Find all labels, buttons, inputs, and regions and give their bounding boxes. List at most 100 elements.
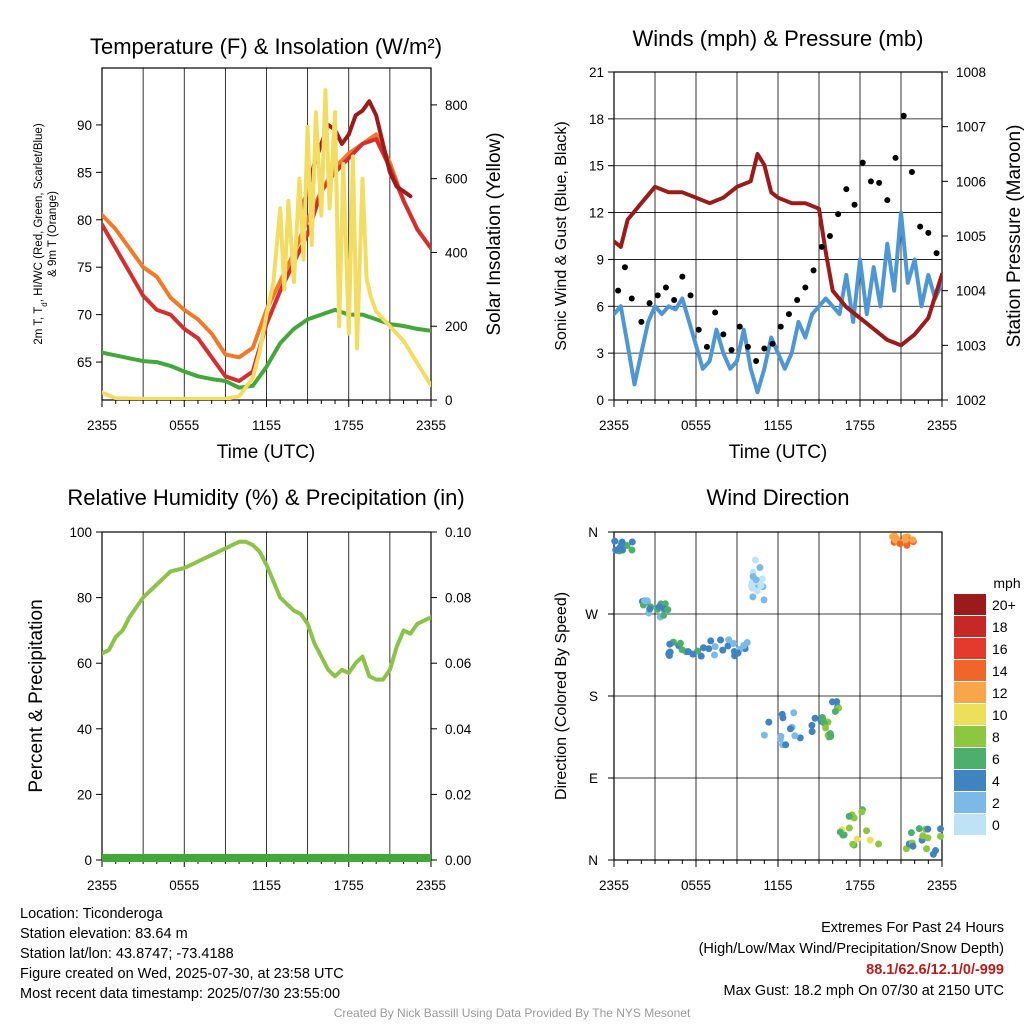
direction-point bbox=[666, 640, 674, 648]
legend-swatch bbox=[954, 770, 986, 791]
location-label: Location: Ticonderoga bbox=[20, 906, 163, 922]
direction-point bbox=[923, 845, 931, 853]
y-tick-label: 12 bbox=[589, 206, 604, 221]
y2-tick-label: 1005 bbox=[956, 229, 986, 244]
direction-point bbox=[697, 652, 705, 660]
y-axis-title: 2m T, Td, HI/WC (Red, Green, Scarlet/Blu… bbox=[33, 123, 49, 344]
direction-point bbox=[734, 649, 742, 657]
legend-swatch bbox=[954, 616, 986, 637]
gust-point bbox=[621, 264, 628, 271]
y2-tick-label: 1006 bbox=[956, 174, 986, 189]
gust-point bbox=[794, 297, 801, 304]
gust-point bbox=[892, 154, 899, 161]
direction-point bbox=[751, 556, 759, 564]
direction-point bbox=[758, 575, 766, 583]
y-tick-label: 0 bbox=[596, 393, 604, 408]
gust-point bbox=[753, 357, 760, 364]
direction-point bbox=[717, 636, 725, 644]
gust-point bbox=[744, 343, 751, 350]
extremes-title: Extremes For Past 24 Hours bbox=[821, 920, 1004, 936]
y2-tick-label: 0.04 bbox=[445, 722, 472, 737]
x-tick-label: 0555 bbox=[169, 878, 199, 893]
x-tick-label: 0555 bbox=[681, 878, 711, 893]
gust-point bbox=[900, 112, 907, 119]
y-tick-label: 65 bbox=[77, 355, 92, 370]
chart-title: Temperature (F) & Insolation (W/m²) bbox=[90, 34, 442, 59]
gust-point bbox=[615, 287, 622, 294]
gust-point bbox=[728, 347, 735, 354]
extremes-info: Extremes For Past 24 Hours (High/Low/Max… bbox=[699, 918, 1004, 1002]
gust-point bbox=[843, 186, 850, 193]
y-tick-label: 90 bbox=[77, 118, 92, 133]
direction-tick-label: W bbox=[585, 607, 598, 622]
x-tick-label: 0555 bbox=[169, 418, 199, 433]
direction-point bbox=[628, 538, 636, 546]
direction-point bbox=[705, 645, 713, 653]
direction-point bbox=[753, 587, 761, 595]
legend-swatch bbox=[954, 748, 986, 769]
x-tick-label: 1755 bbox=[845, 878, 875, 893]
direction-tick-label: N bbox=[588, 525, 598, 540]
y2-tick-label: 0.00 bbox=[445, 853, 471, 868]
direction-point bbox=[786, 725, 794, 733]
y2-tick-label: 0.08 bbox=[445, 591, 471, 606]
legend-label: 12 bbox=[992, 685, 1008, 701]
y-axis-title: Direction (Colored By Speed) bbox=[553, 592, 570, 800]
direction-point bbox=[760, 596, 768, 604]
direction-point bbox=[863, 827, 871, 835]
direction-point bbox=[822, 724, 830, 732]
direction-point bbox=[646, 605, 654, 613]
direction-point bbox=[749, 593, 757, 601]
direction-point bbox=[937, 825, 945, 833]
speed-legend: mph 20+ 18 16 14 12 10 8 6 4 2 0 bbox=[954, 575, 1021, 835]
direction-point bbox=[828, 698, 836, 706]
direction-point bbox=[826, 730, 834, 738]
direction-point bbox=[924, 825, 932, 833]
y2-tick-label: 1007 bbox=[956, 120, 986, 135]
y-tick-label: 21 bbox=[589, 65, 604, 80]
max-gust-label: Max Gust: 18.2 mph On 07/30 at 2150 UTC bbox=[723, 983, 1004, 999]
direction-point bbox=[889, 533, 897, 541]
x-tick-label: 2355 bbox=[416, 878, 446, 893]
y2-tick-label: 800 bbox=[445, 98, 468, 113]
gust-point bbox=[712, 309, 719, 316]
y2-tick-label: 600 bbox=[445, 172, 468, 187]
direction-point bbox=[849, 840, 857, 848]
gust-point bbox=[628, 295, 635, 302]
direction-point bbox=[641, 597, 649, 605]
gust-point bbox=[703, 343, 710, 350]
direction-point bbox=[719, 646, 727, 654]
legend-swatch bbox=[954, 682, 986, 703]
direction-point bbox=[875, 840, 883, 848]
y-tick-label: 18 bbox=[589, 112, 604, 127]
series-line bbox=[102, 539, 431, 682]
x-tick-label: 0555 bbox=[681, 418, 711, 433]
direction-point bbox=[747, 582, 755, 590]
direction-point bbox=[611, 537, 619, 545]
latlon-label: Station lat/lon: 43.8747; -73.4188 bbox=[20, 946, 234, 962]
y-tick-label: 75 bbox=[77, 260, 92, 275]
y2-axis-title: Station Pressure (Maroon) bbox=[1004, 125, 1024, 348]
gust-point bbox=[662, 284, 669, 291]
direction-point bbox=[740, 641, 748, 649]
x-tick-label: 2355 bbox=[927, 878, 957, 893]
extremes-subtitle: (High/Low/Max Wind/Precipitation/Snow De… bbox=[698, 941, 1004, 957]
legend-label: 2 bbox=[992, 795, 1000, 811]
x-tick-label: 1155 bbox=[252, 418, 281, 433]
direction-point bbox=[618, 539, 626, 547]
direction-point bbox=[853, 835, 861, 843]
recent-data-label: Most recent data timestamp: 2025/07/30 2… bbox=[20, 986, 341, 1002]
station-info: Location: Ticonderoga Station elevation:… bbox=[20, 904, 344, 1004]
direction-point bbox=[902, 536, 910, 544]
direction-point bbox=[790, 709, 798, 717]
y-tick-label: 6 bbox=[596, 299, 604, 314]
direction-point bbox=[796, 734, 804, 742]
gust-point bbox=[671, 297, 678, 304]
chart-title: Wind Direction bbox=[706, 485, 849, 510]
extremes-values: 88.1/62.6/12.1/0/-999 bbox=[866, 962, 1004, 978]
legend-swatch bbox=[954, 594, 986, 615]
direction-point bbox=[665, 651, 673, 659]
gust-point bbox=[638, 318, 645, 325]
y2-axis-title: Solar Insolation (Yellow) bbox=[484, 132, 505, 335]
